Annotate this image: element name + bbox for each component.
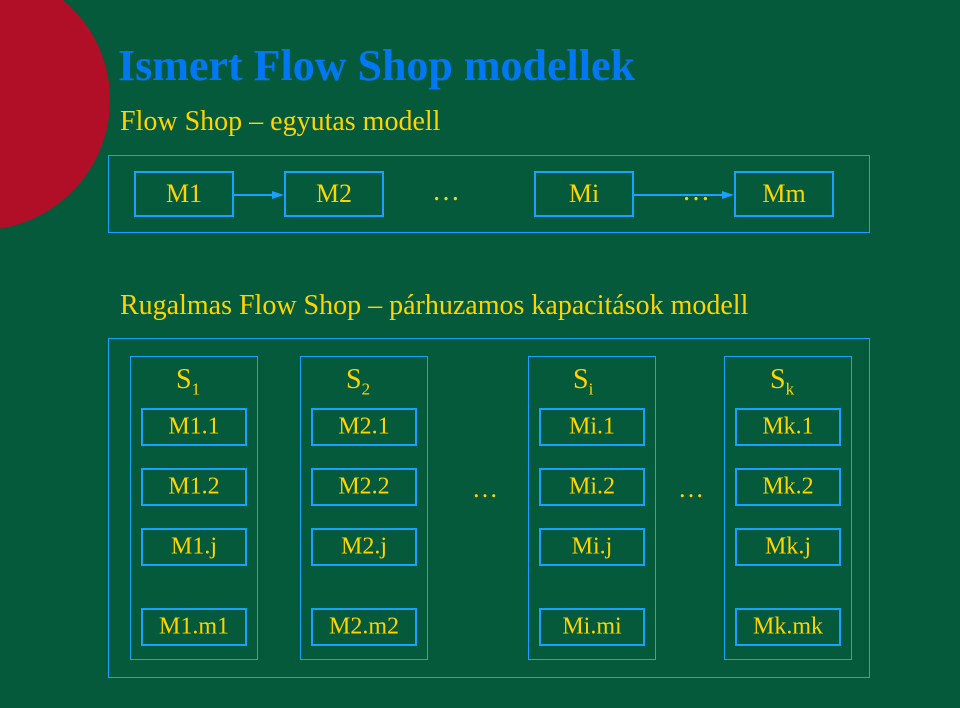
stage1-cell3-label: M2.m2: [313, 614, 415, 641]
stage-header-sub-3: k: [786, 380, 795, 399]
machine-box-m2: M2: [284, 171, 384, 217]
stage1-cell2: M2.j: [311, 528, 417, 566]
stage0-cell0: M1.1: [141, 408, 247, 446]
stage2-cell2: Mi.j: [539, 528, 645, 566]
stage-header-main-2: S: [573, 364, 589, 395]
stage0-cell0-label: M1.1: [143, 414, 245, 441]
stage3-cell0: Mk.1: [735, 408, 841, 446]
stage2-cell1: Mi.2: [539, 468, 645, 506]
stage2-cell1-label: Mi.2: [541, 474, 643, 501]
stage1-cell0-label: M2.1: [313, 414, 415, 441]
stage1-cell0: M2.1: [311, 408, 417, 446]
stage-header-sub-1: 2: [362, 380, 371, 399]
stage2-cell3-label: Mi.mi: [541, 614, 643, 641]
stage3-cell1-label: Mk.2: [737, 474, 839, 501]
machine-box-mm: Mm: [734, 171, 834, 217]
stage-header-3: Sk: [770, 364, 794, 400]
stage-header-sub-2: i: [589, 380, 594, 399]
stage2-cell2-label: Mi.j: [541, 534, 643, 561]
stage3-cell2-label: Mk.j: [737, 534, 839, 561]
arrow-head-icon: [722, 191, 734, 199]
panel2-ellipsis-1: …: [678, 474, 704, 504]
stage-header-main-1: S: [346, 364, 362, 395]
stage1-cell1: M2.2: [311, 468, 417, 506]
panel1-ellipsis-0: …: [432, 176, 460, 208]
stage1-cell3: M2.m2: [311, 608, 417, 646]
stage2-cell0: Mi.1: [539, 408, 645, 446]
arrow-line: [234, 194, 272, 196]
decorative-circle: [0, 0, 110, 230]
stage2-cell3: Mi.mi: [539, 608, 645, 646]
arrow-head-icon: [272, 191, 284, 199]
stage-header-main-3: S: [770, 364, 786, 395]
stage3-cell1: Mk.2: [735, 468, 841, 506]
stage0-cell2: M1.j: [141, 528, 247, 566]
stage3-cell2: Mk.j: [735, 528, 841, 566]
machine-box-m1-label: M1: [136, 179, 232, 209]
machine-box-m1: M1: [134, 171, 234, 217]
stage3-cell3: Mk.mk: [735, 608, 841, 646]
stage0-cell1: M1.2: [141, 468, 247, 506]
stage-header-main-0: S: [176, 364, 192, 395]
machine-box-mi: Mi: [534, 171, 634, 217]
stage-header-sub-0: 1: [192, 380, 201, 399]
machine-box-m2-label: M2: [286, 179, 382, 209]
stage-header-2: Si: [573, 364, 593, 400]
stage1-cell2-label: M2.j: [313, 534, 415, 561]
stage3-cell0-label: Mk.1: [737, 414, 839, 441]
stage1-cell1-label: M2.2: [313, 474, 415, 501]
stage-header-1: S2: [346, 364, 370, 400]
machine-box-mi-label: Mi: [536, 179, 632, 209]
panel2-ellipsis-0: …: [472, 474, 498, 504]
stage2-cell0-label: Mi.1: [541, 414, 643, 441]
slide-title: Ismert Flow Shop modellek: [118, 40, 635, 91]
subtitle-flexible-flow-shop: Rugalmas Flow Shop – párhuzamos kapacitá…: [120, 290, 748, 322]
stage0-cell3-label: M1.m1: [143, 614, 245, 641]
stage0-cell1-label: M1.2: [143, 474, 245, 501]
panel1-ellipsis-1: …: [682, 176, 710, 208]
stage0-cell3: M1.m1: [141, 608, 247, 646]
subtitle-flow-shop: Flow Shop – egyutas modell: [120, 106, 440, 138]
stage0-cell2-label: M1.j: [143, 534, 245, 561]
stage-header-0: S1: [176, 364, 200, 400]
stage3-cell3-label: Mk.mk: [737, 614, 839, 641]
machine-box-mm-label: Mm: [736, 179, 832, 209]
